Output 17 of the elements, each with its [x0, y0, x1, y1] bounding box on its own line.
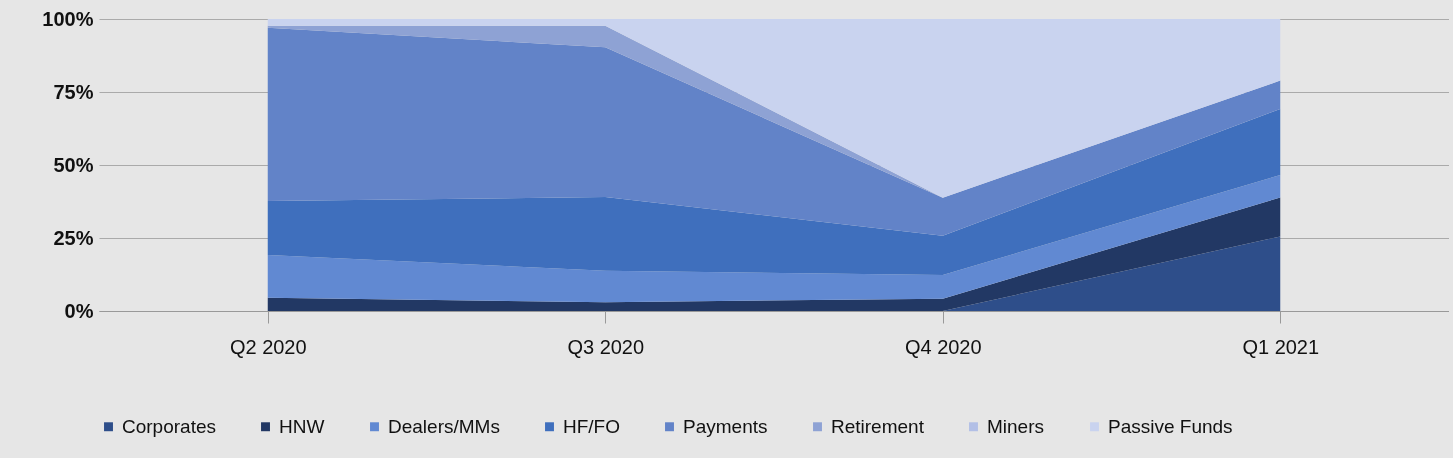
legend-label: Retirement [831, 415, 925, 437]
x-tick-label: Q3 2020 [567, 335, 645, 358]
legend-label: HNW [279, 415, 325, 437]
legend-label: Corporates [122, 415, 216, 437]
legend-label: Miners [987, 415, 1045, 437]
x-tick-label: Q4 2020 [904, 335, 982, 358]
legend-label: Passive Funds [1108, 415, 1233, 437]
legend-label: Dealers/MMs [388, 415, 500, 437]
legend-label: HF/FO [563, 415, 620, 437]
y-tick-label: 0% [64, 299, 94, 322]
x-tick-label: Q2 2020 [229, 335, 307, 358]
legend-label: Payments [683, 415, 768, 437]
y-tick-label: 50% [53, 153, 94, 176]
y-tick-label: 25% [53, 226, 94, 249]
y-tick-label: 75% [53, 80, 94, 103]
y-tick-label: 100% [42, 7, 94, 30]
x-tick-label: Q1 2021 [1242, 335, 1320, 358]
